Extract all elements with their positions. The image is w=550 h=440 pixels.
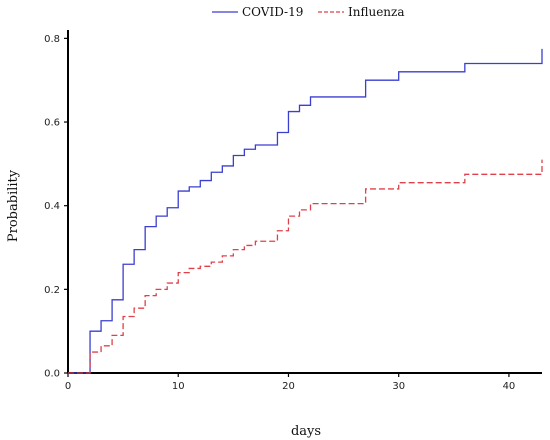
- series-line-covid-19: [68, 48, 543, 374]
- y-tick-label: 0.4: [44, 201, 60, 212]
- y-tick-label: 0.2: [44, 285, 60, 296]
- x-tick-label: 20: [282, 381, 295, 392]
- series-layer: [68, 48, 543, 374]
- legend-label: Influenza: [348, 5, 405, 19]
- x-axis-label: days: [291, 424, 321, 439]
- x-tick-label: 0: [65, 381, 71, 392]
- axes: 0.0 0.2 0.4 0.6 0.8 0 10 20 30 40: [44, 30, 542, 392]
- x-tick-label: 40: [503, 381, 516, 392]
- y-tick-label: 0.8: [44, 34, 60, 45]
- legend: COVID-19 Influenza: [212, 5, 405, 19]
- x-tick-label: 10: [172, 381, 185, 392]
- x-tick-label: 30: [392, 381, 405, 392]
- series-line-influenza: [68, 159, 543, 374]
- y-axis-label: Probability: [6, 169, 21, 242]
- y-tick-label: 0.6: [44, 118, 60, 129]
- legend-label: COVID-19: [242, 5, 303, 19]
- y-tick-label: 0.0: [44, 369, 60, 380]
